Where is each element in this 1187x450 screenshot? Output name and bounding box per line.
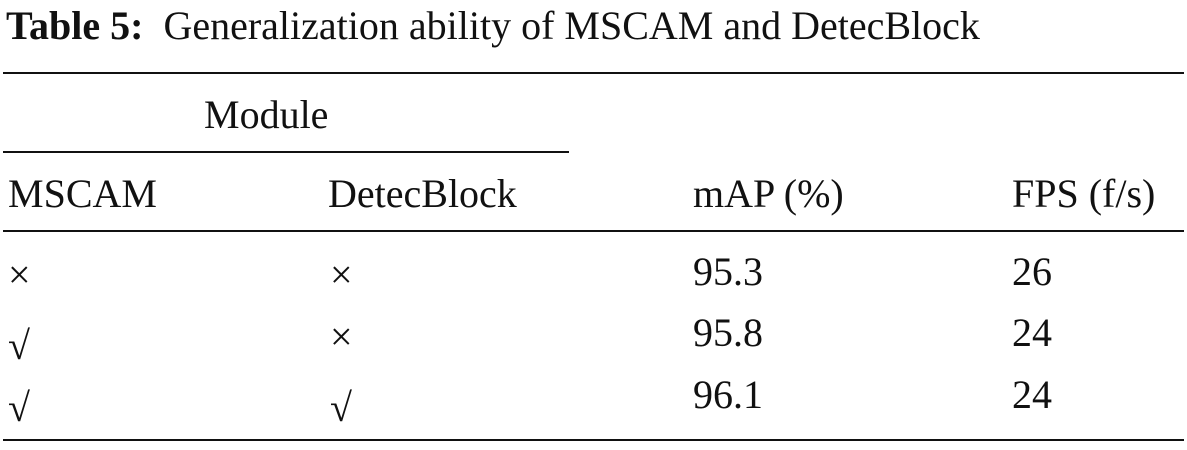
mid-rule bbox=[3, 230, 1184, 232]
top-rule bbox=[3, 72, 1184, 74]
group-rule bbox=[3, 151, 569, 153]
cell: √ bbox=[8, 323, 30, 368]
caption-text: Generalization ability of MSCAM and Dete… bbox=[163, 3, 980, 48]
cell: 95.3 bbox=[693, 249, 763, 294]
bottom-rule bbox=[3, 439, 1184, 441]
cell: 95.8 bbox=[693, 310, 763, 355]
cell: 24 bbox=[1012, 372, 1052, 417]
cell: × bbox=[8, 252, 31, 297]
cell: 26 bbox=[1012, 249, 1052, 294]
column-header: mAP (%) bbox=[693, 171, 844, 216]
caption-label: Table 5: bbox=[6, 3, 144, 48]
column-header: FPS (f/s) bbox=[1012, 171, 1156, 216]
group-header: Module bbox=[204, 92, 329, 137]
cell: × bbox=[330, 252, 353, 297]
cell: 96.1 bbox=[693, 372, 763, 417]
column-header: DetecBlock bbox=[328, 171, 517, 216]
cell: √ bbox=[8, 385, 30, 430]
column-header: MSCAM bbox=[8, 171, 157, 216]
cell: √ bbox=[330, 385, 352, 430]
caption: Table 5: Generalization ability of MSCAM… bbox=[6, 6, 980, 46]
cell: 24 bbox=[1012, 310, 1052, 355]
cell: × bbox=[330, 314, 353, 359]
